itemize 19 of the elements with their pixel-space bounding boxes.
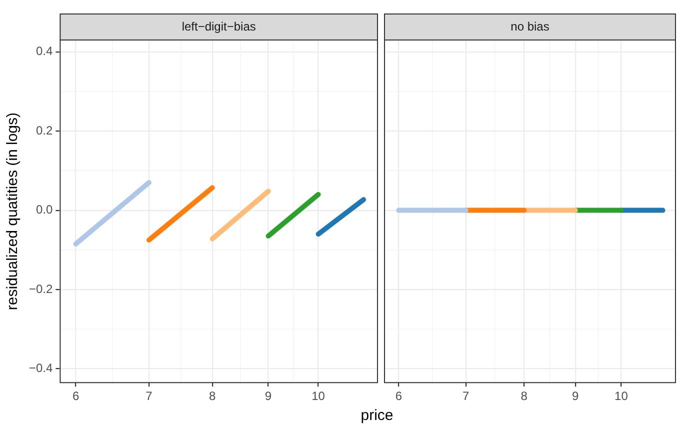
x-tick-label: 7	[462, 389, 470, 404]
x-tick-label: 6	[395, 389, 402, 404]
y-axis-title: residualized quatities (in logs)	[4, 112, 22, 310]
x-tick-label: 9	[264, 389, 272, 404]
y-tick-label: 0.4	[36, 44, 54, 58]
x-tick-label: 8	[520, 389, 528, 404]
x-tick-label: 8	[209, 389, 216, 404]
chart-title: no bias	[510, 19, 550, 34]
y-tick-label: 0.0	[36, 202, 54, 217]
chart-title: left−digit−bias	[182, 19, 256, 34]
x-tick-label: 10	[312, 389, 326, 404]
y-tick-label: 0.2	[36, 123, 54, 138]
x-tick-label: 9	[572, 389, 580, 404]
y-tick-label: −0.4	[28, 361, 53, 376]
x-axis-title: price	[360, 407, 394, 424]
x-tick-label: 6	[72, 389, 80, 404]
x-tick-label: 10	[614, 389, 628, 404]
y-tick-label: −0.2	[28, 282, 53, 296]
x-tick-label: 7	[146, 389, 153, 404]
